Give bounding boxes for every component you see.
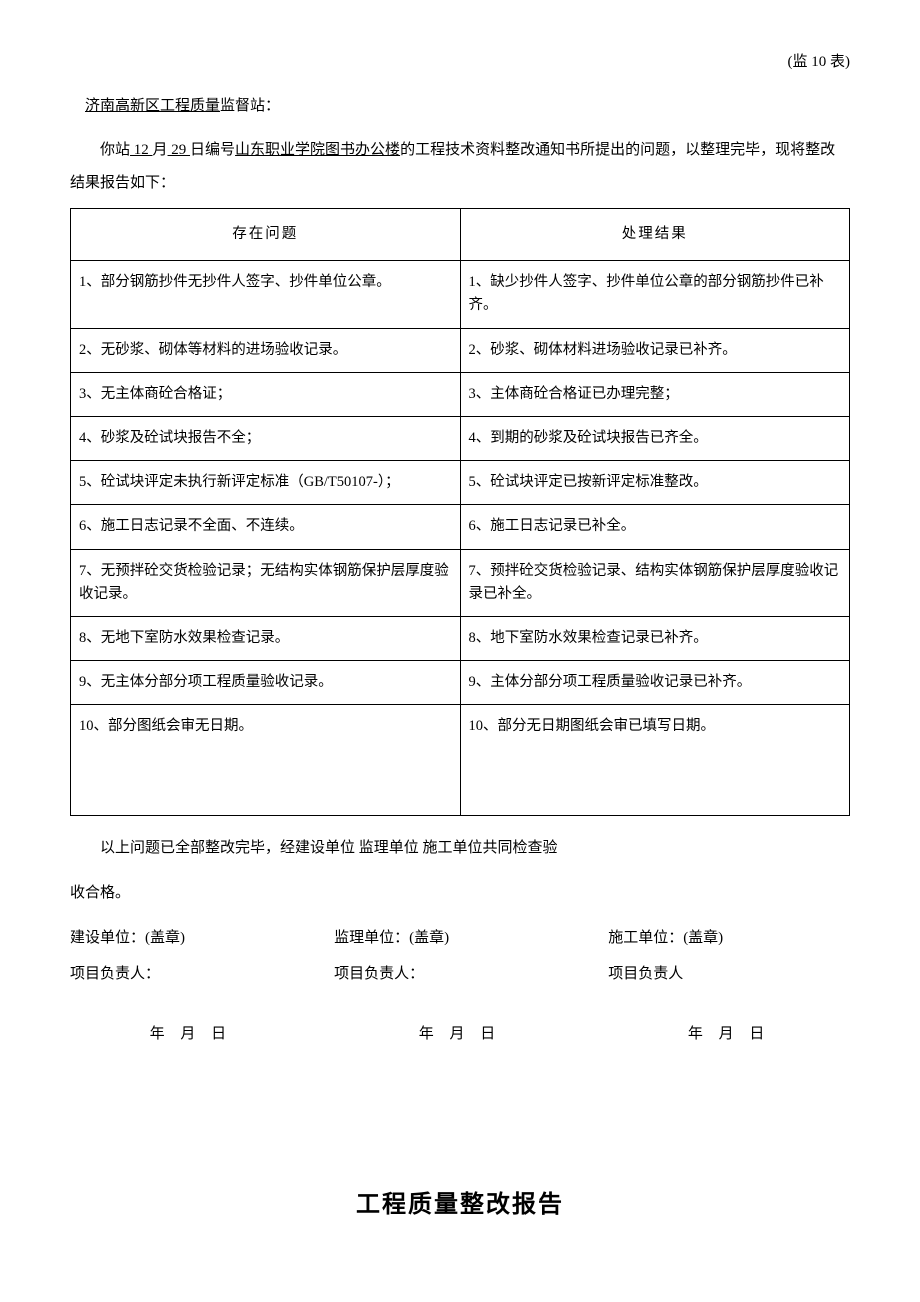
result-cell: 7、预拌砼交货检验记录、结构实体钢筋保护层厚度验收记录已补全。 [460, 549, 850, 616]
result-cell: 9、主体分部分项工程质量验收记录已补齐。 [460, 661, 850, 705]
intro-month: 12 [130, 142, 153, 158]
form-code: (监 10 表) [70, 50, 850, 74]
intro-paragraph: 你站 12 月 29 日编号山东职业学院图书办公楼的工程技术资料整改通知书所提出… [70, 134, 850, 200]
date-row: 年 月 日 年 月 日 年 月 日 [70, 1022, 850, 1046]
problem-cell: 8、无地下室防水效果检查记录。 [71, 616, 461, 660]
addressee-line: 济南高新区工程质量监督站： [70, 94, 850, 118]
table-row: 2、无砂浆、砌体等材料的进场验收记录。2、砂浆、砌体材料进场验收记录已补齐。 [71, 328, 850, 372]
problem-cell: 4、砂浆及砼试块报告不全； [71, 416, 461, 460]
result-cell: 4、到期的砂浆及砼试块报告已齐全。 [460, 416, 850, 460]
table-row: 4、砂浆及砼试块报告不全；4、到期的砂浆及砼试块报告已齐全。 [71, 416, 850, 460]
issues-table: 存在问题 处理结果 1、部分钢筋抄件无抄件人签字、抄件单位公章。1、缺少抄件人签… [70, 208, 850, 816]
table-row: 7、无预拌砼交货检验记录；无结构实体钢筋保护层厚度验收记录。7、预拌砼交货检验记… [71, 549, 850, 616]
result-cell: 5、砼试块评定已按新评定标准整改。 [460, 461, 850, 505]
signature-block: 建设单位：(盖章) 项目负责人： 监理单位：(盖章) 项目负责人： 施工单位：(… [70, 920, 850, 992]
header-problems: 存在问题 [71, 209, 461, 261]
second-title: 工程质量整改报告 [70, 1186, 850, 1224]
addressee-suffix: 监督站： [220, 98, 280, 114]
addressee-underline: 济南高新区工程质量 [85, 98, 220, 114]
intro-prefix: 你站 [100, 142, 130, 158]
problem-cell: 1、部分钢筋抄件无抄件人签字、抄件单位公章。 [71, 261, 461, 328]
sig-col-builder: 施工单位：(盖章) 项目负责人 [588, 920, 850, 992]
problem-cell: 10、部分图纸会审无日期。 [71, 705, 461, 816]
date-col-2: 年 月 日 [339, 1022, 581, 1046]
problem-cell: 2、无砂浆、砌体等材料的进场验收记录。 [71, 328, 461, 372]
builder-unit-label: 施工单位：(盖章) [608, 920, 850, 956]
conclusion-line2: 收合格。 [70, 877, 850, 910]
sig-col-construction: 建设单位：(盖章) 项目负责人： [70, 920, 312, 992]
table-row: 1、部分钢筋抄件无抄件人签字、抄件单位公章。1、缺少抄件人签字、抄件单位公章的部… [71, 261, 850, 328]
result-cell: 8、地下室防水效果检查记录已补齐。 [460, 616, 850, 660]
problem-cell: 5、砼试块评定未执行新评定标准（GB/T50107-）； [71, 461, 461, 505]
result-cell: 1、缺少抄件人签字、抄件单位公章的部分钢筋抄件已补齐。 [460, 261, 850, 328]
builder-person-label: 项目负责人 [608, 956, 850, 992]
result-cell: 3、主体商砼合格证已办理完整； [460, 372, 850, 416]
intro-month-suffix: 月 [153, 142, 168, 158]
intro-day: 29 [168, 142, 191, 158]
table-row: 6、施工日志记录不全面、不连续。6、施工日志记录已补全。 [71, 505, 850, 549]
problem-cell: 3、无主体商砼合格证； [71, 372, 461, 416]
result-cell: 6、施工日志记录已补全。 [460, 505, 850, 549]
table-row: 8、无地下室防水效果检查记录。8、地下室防水效果检查记录已补齐。 [71, 616, 850, 660]
result-cell: 10、部分无日期图纸会审已填写日期。 [460, 705, 850, 816]
intro-project: 山东职业学院图书办公楼 [235, 142, 400, 158]
construction-unit-label: 建设单位：(盖章) [70, 920, 312, 956]
intro-day-suffix: 日编号 [190, 142, 235, 158]
table-row: 10、部分图纸会审无日期。10、部分无日期图纸会审已填写日期。 [71, 705, 850, 816]
problem-cell: 9、无主体分部分项工程质量验收记录。 [71, 661, 461, 705]
result-cell: 2、砂浆、砌体材料进场验收记录已补齐。 [460, 328, 850, 372]
supervision-unit-label: 监理单位：(盖章) [334, 920, 576, 956]
date-col-1: 年 月 日 [70, 1022, 312, 1046]
construction-person-label: 项目负责人： [70, 956, 312, 992]
table-row: 3、无主体商砼合格证；3、主体商砼合格证已办理完整； [71, 372, 850, 416]
conclusion-line1: 以上问题已全部整改完毕，经建设单位 监理单位 施工单位共同检查验 [70, 832, 850, 865]
table-row: 5、砼试块评定未执行新评定标准（GB/T50107-）；5、砼试块评定已按新评定… [71, 461, 850, 505]
table-row: 9、无主体分部分项工程质量验收记录。9、主体分部分项工程质量验收记录已补齐。 [71, 661, 850, 705]
supervision-person-label: 项目负责人： [334, 956, 576, 992]
header-results: 处理结果 [460, 209, 850, 261]
problem-cell: 7、无预拌砼交货检验记录；无结构实体钢筋保护层厚度验收记录。 [71, 549, 461, 616]
sig-col-supervision: 监理单位：(盖章) 项目负责人： [324, 920, 576, 992]
problem-cell: 6、施工日志记录不全面、不连续。 [71, 505, 461, 549]
date-col-3: 年 月 日 [608, 1022, 850, 1046]
